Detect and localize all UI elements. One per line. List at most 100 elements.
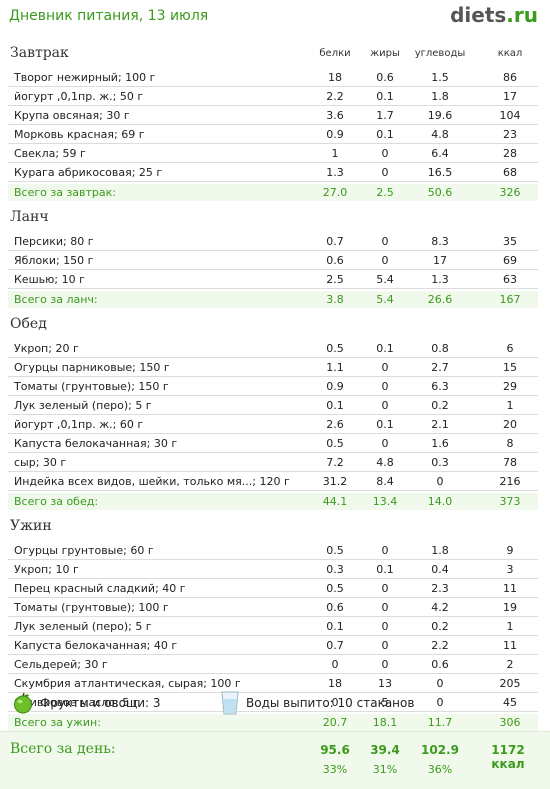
meal-section: Ланч Персики; 80 г 0.7 0 8.3 35 Яблоки; 150 г 0…: [8, 208, 538, 308]
food-row[interactable]: Свекла; 59 г 1 0 6.4 28: [8, 144, 538, 163]
food-carbs: 1.3: [431, 273, 449, 286]
food-name: Индейка всех видов, шейки, только мя...;…: [14, 475, 290, 488]
food-fat: 5.4: [376, 273, 394, 286]
food-row[interactable]: йогурт ,0,1пр. ж.; 60 г 2.6 0.1 2.1 20: [8, 415, 538, 434]
meal-total-fat: 2.5: [376, 186, 394, 199]
food-row[interactable]: Яблоки; 150 г 0.6 0 17 69: [8, 251, 538, 270]
food-protein: 18: [328, 71, 342, 84]
food-protein: 0.7: [326, 639, 344, 652]
logo-main: diets: [450, 3, 507, 27]
food-protein: 18: [328, 677, 342, 690]
food-name: Лук зеленый (перо); 5 г: [14, 620, 152, 633]
food-kcal: 104: [499, 109, 521, 122]
food-row[interactable]: Оливковое масло; 5 г 0 5 0 45: [8, 693, 538, 712]
food-kcal: 63: [503, 273, 517, 286]
food-fat: 0: [381, 639, 389, 652]
day-percent-carbs: 36%: [427, 763, 453, 776]
food-kcal: 3: [506, 563, 514, 576]
food-name: Огурцы грунтовые; 60 г: [14, 544, 154, 557]
food-protein: 2.5: [326, 273, 344, 286]
meal-total-carbs: 50.6: [427, 186, 453, 199]
food-carbs: 1.6: [431, 437, 449, 450]
apple-icon: [14, 692, 32, 714]
food-kcal: 45: [503, 696, 517, 709]
food-row[interactable]: Огурцы грунтовые; 60 г 0.5 0 1.8 9: [8, 541, 538, 560]
food-fat: 0: [381, 437, 389, 450]
food-row[interactable]: Томаты (грунтовые); 100 г 0.6 0 4.2 19: [8, 598, 538, 617]
food-carbs: 1.5: [431, 71, 449, 84]
food-row[interactable]: Огурцы парниковые; 150 г 1.1 0 2.7 15: [8, 358, 538, 377]
site-logo[interactable]: diets.ru: [450, 3, 538, 27]
food-row[interactable]: Персики; 80 г 0.7 0 8.3 35: [8, 232, 538, 251]
day-total-carbs: 102.9: [421, 743, 459, 757]
food-protein: 0.7: [326, 235, 344, 248]
food-row[interactable]: Укроп; 10 г 0.3 0.1 0.4 3: [8, 560, 538, 579]
meal-total-kcal: 373: [499, 495, 521, 508]
food-row[interactable]: Морковь красная; 69 г 0.9 0.1 4.8 23: [8, 125, 538, 144]
fruits-vegetables-count: Фрукты и овощи: 3: [40, 696, 161, 710]
meal-total-protein: 20.7: [322, 716, 348, 729]
day-percent-protein: 33%: [322, 763, 348, 776]
food-carbs: 4.2: [431, 601, 449, 614]
food-row[interactable]: Капуста белокачанная; 30 г 0.5 0 1.6 8: [8, 434, 538, 453]
food-kcal: 1: [506, 620, 514, 633]
food-row[interactable]: Лук зеленый (перо); 5 г 0.1 0 0.2 1: [8, 617, 538, 636]
food-fat: 0: [381, 166, 389, 179]
food-name: Крупа овсяная; 30 г: [14, 109, 130, 122]
food-fat: 0.1: [376, 342, 394, 355]
food-kcal: 6: [506, 342, 514, 355]
food-fat: 4.8: [376, 456, 394, 469]
food-row[interactable]: Капуста белокачанная; 40 г 0.7 0 2.2 11: [8, 636, 538, 655]
meal-name: Обед: [10, 316, 47, 332]
food-kcal: 86: [503, 71, 517, 84]
food-fat: 13: [378, 677, 392, 690]
meal-section: Ужин Огурцы грунтовые; 60 г 0.5 0 1.8 9 Укроп;…: [8, 517, 538, 731]
food-row[interactable]: Курага абрикосовая; 25 г 1.3 0 16.5 68: [8, 163, 538, 182]
food-row[interactable]: Индейка всех видов, шейки, только мя...;…: [8, 472, 538, 491]
food-protein: 1.3: [326, 166, 344, 179]
food-name: Капуста белокачанная; 30 г: [14, 437, 178, 450]
extras-bar: Фрукты и овощи: 3 Воды выпито: 10 стакан…: [0, 688, 550, 722]
food-carbs: 16.5: [427, 166, 453, 179]
food-row[interactable]: йогурт ,0,1пр. ж.; 50 г 2.2 0.1 1.8 17: [8, 87, 538, 106]
food-carbs: 0.2: [431, 399, 449, 412]
food-carbs: 8.3: [431, 235, 449, 248]
meal-total-row: Всего за завтрак: 27.0 2.5 50.6 326: [8, 184, 538, 201]
food-kcal: 1: [506, 399, 514, 412]
food-row[interactable]: Сельдерей; 30 г 0 0 0.6 2: [8, 655, 538, 674]
food-name: Кешью; 10 г: [14, 273, 85, 286]
meal-total-protein: 27.0: [322, 186, 348, 199]
food-fat: 0.1: [376, 128, 394, 141]
food-protein: 0.9: [326, 128, 344, 141]
food-row[interactable]: Томаты (грунтовые); 150 г 0.9 0 6.3 29: [8, 377, 538, 396]
meal-total-kcal: 306: [499, 716, 521, 729]
food-row[interactable]: Перец красный сладкий; 40 г 0.5 0 2.3 11: [8, 579, 538, 598]
food-row[interactable]: Творог нежирный; 100 г 18 0.6 1.5 86: [8, 68, 538, 87]
food-row[interactable]: Крупа овсяная; 30 г 3.6 1.7 19.6 104: [8, 106, 538, 125]
food-kcal: 78: [503, 456, 517, 469]
food-fat: 8.4: [376, 475, 394, 488]
water-glass-icon: [221, 691, 239, 715]
food-protein: 0.1: [326, 620, 344, 633]
day-total-label: Всего за день:: [10, 741, 116, 757]
food-carbs: 0.3: [431, 456, 449, 469]
meal-total-label: Всего за ужин:: [14, 716, 101, 729]
food-kcal: 69: [503, 254, 517, 267]
header: Дневник питания, 13 июля diets.ru: [0, 0, 550, 36]
food-row[interactable]: Укроп; 20 г 0.5 0.1 0.8 6: [8, 339, 538, 358]
food-name: Укроп; 20 г: [14, 342, 79, 355]
meal-header: Ужин: [8, 517, 538, 541]
food-row[interactable]: Лук зеленый (перо); 5 г 0.1 0 0.2 1: [8, 396, 538, 415]
day-total-box: Всего за день: 95.6 39.4 102.9 1172 ккал…: [0, 731, 550, 789]
food-carbs: 2.7: [431, 361, 449, 374]
day-total-fat: 39.4: [370, 743, 400, 757]
food-row[interactable]: Кешью; 10 г 2.5 5.4 1.3 63: [8, 270, 538, 289]
food-protein: 0: [331, 658, 339, 671]
food-row[interactable]: Скумбрия атлантическая, сырая; 100 г 18 13…: [8, 674, 538, 693]
food-name: Курага абрикосовая; 25 г: [14, 166, 163, 179]
food-kcal: 216: [499, 475, 521, 488]
food-row[interactable]: сыр; 30 г 7.2 4.8 0.3 78: [8, 453, 538, 472]
meal-total-kcal: 326: [499, 186, 521, 199]
food-name: Томаты (грунтовые); 100 г: [14, 601, 169, 614]
food-fat: 0: [381, 380, 389, 393]
